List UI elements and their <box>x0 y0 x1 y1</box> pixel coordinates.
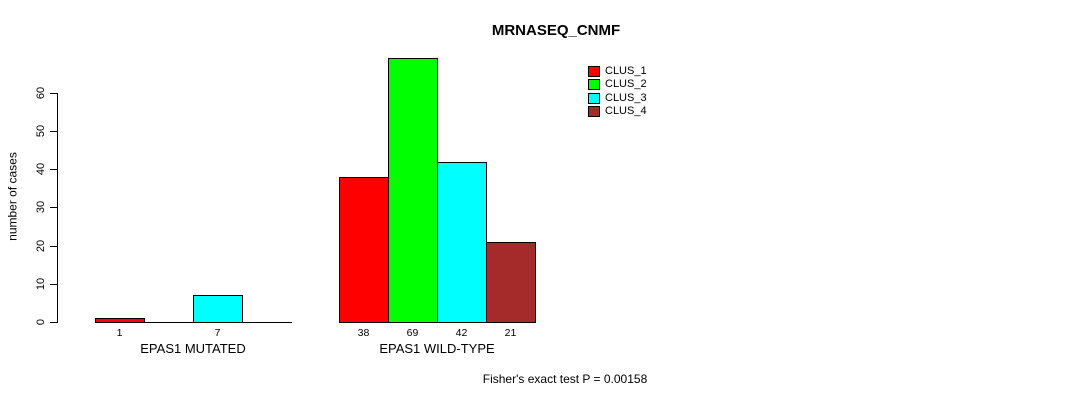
fisher-test-annotation: Fisher's exact test P = 0.00158 <box>482 372 648 386</box>
y-tick-label: 60 <box>35 86 47 100</box>
bar-value-label: 21 <box>504 327 517 339</box>
bar-value-label: 42 <box>455 327 468 339</box>
legend-label: CLUS_3 <box>605 91 647 104</box>
bar-clus_3 <box>193 295 243 323</box>
x-group-label: EPAS1 MUTATED <box>140 341 246 356</box>
y-axis-line <box>57 92 58 323</box>
legend-swatch-clus_4 <box>588 106 600 118</box>
y-tick <box>50 169 57 170</box>
bar-clus_2-zero <box>144 322 194 323</box>
bar-value-label: 38 <box>357 327 370 339</box>
y-tick <box>50 246 57 247</box>
legend-item: CLUS_1 <box>588 65 647 78</box>
chart-title: MRNASEQ_CNMF <box>491 22 621 39</box>
y-tick-label: 30 <box>35 200 47 214</box>
y-tick <box>50 93 57 94</box>
bar-clus_4-zero <box>242 322 292 323</box>
y-tick-label: 20 <box>35 239 47 253</box>
bar-value-label: 7 <box>214 327 221 339</box>
y-tick-label: 10 <box>35 277 47 291</box>
bar-clus_1 <box>339 177 389 323</box>
bar-clus_1 <box>95 318 145 323</box>
y-tick <box>50 322 57 323</box>
y-tick <box>50 131 57 132</box>
legend-swatch-clus_1 <box>588 66 600 78</box>
y-tick-label: 0 <box>35 318 47 326</box>
y-tick-label: 40 <box>35 162 47 176</box>
bar-value-label: 69 <box>406 327 419 339</box>
legend-label: CLUS_2 <box>605 78 647 91</box>
legend-item: CLUS_3 <box>588 92 647 105</box>
y-axis-label: number of cases <box>5 152 20 241</box>
y-tick <box>50 207 57 208</box>
legend-label: CLUS_1 <box>605 65 647 78</box>
legend-item: CLUS_2 <box>588 78 647 91</box>
legend-swatch-clus_2 <box>588 79 600 91</box>
bar-clus_3 <box>437 162 487 323</box>
legend-label: CLUS_4 <box>605 105 647 118</box>
legend: CLUS_1 CLUS_2 CLUS_3 CLUS_4 <box>588 65 647 118</box>
bar-clus_2 <box>388 58 438 323</box>
y-tick-label: 50 <box>35 124 47 138</box>
legend-item: CLUS_4 <box>588 105 647 118</box>
bar-clus_4 <box>486 242 536 323</box>
x-group-label: EPAS1 WILD-TYPE <box>379 341 495 356</box>
bar-value-label: 1 <box>116 327 123 339</box>
legend-swatch-clus_3 <box>588 92 600 104</box>
y-tick <box>50 284 57 285</box>
